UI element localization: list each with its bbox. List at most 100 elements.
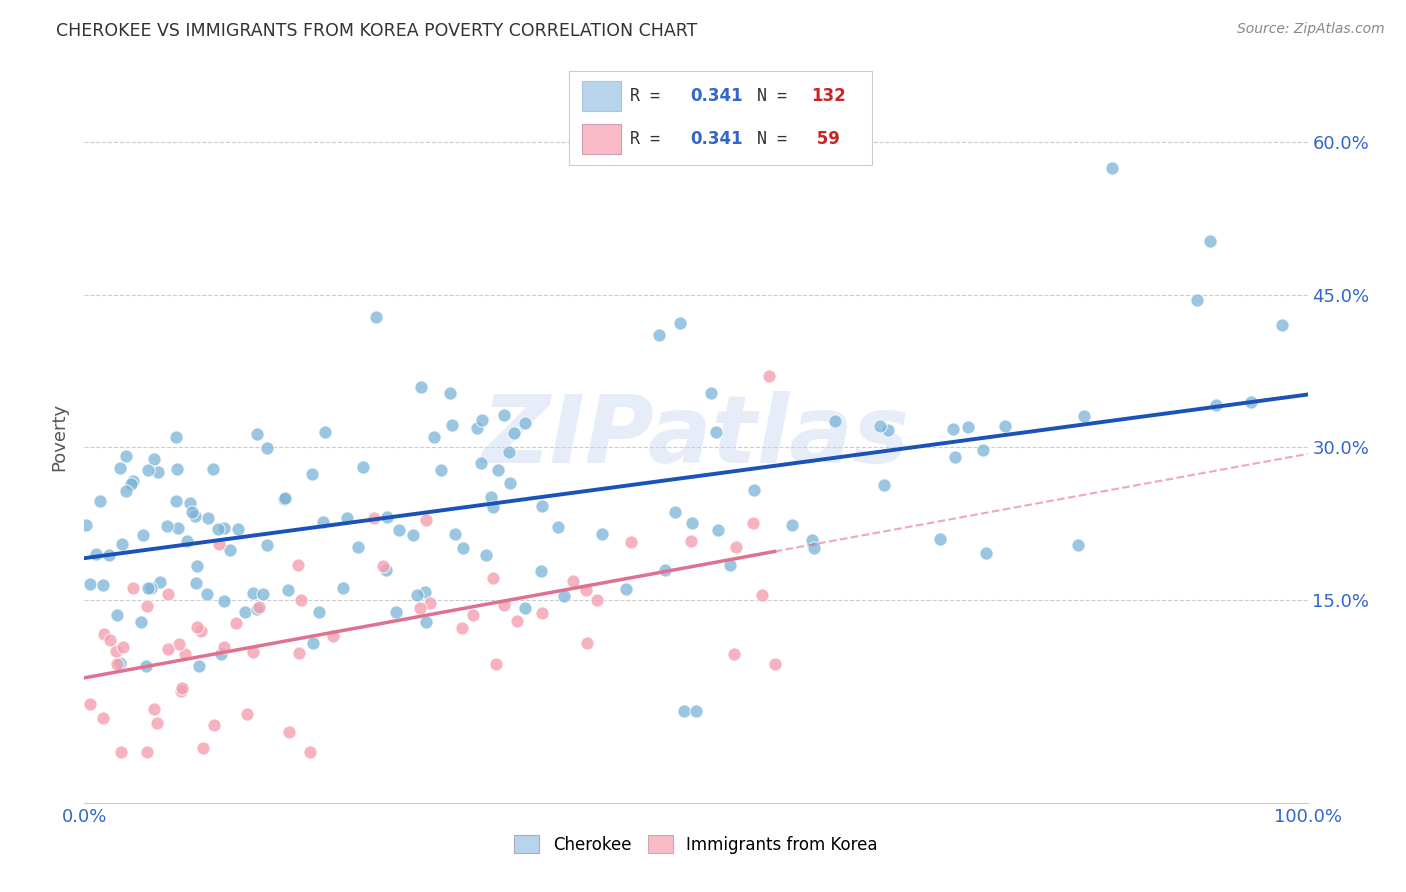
Text: N =: N = xyxy=(756,87,797,104)
Point xyxy=(121,581,143,595)
Point xyxy=(723,647,745,661)
Point xyxy=(956,420,979,434)
Point xyxy=(1240,395,1263,409)
Point xyxy=(620,534,643,549)
Point xyxy=(104,644,127,658)
Point xyxy=(129,615,152,629)
Point xyxy=(929,532,952,546)
Point xyxy=(942,421,965,435)
Point xyxy=(212,521,235,535)
Point xyxy=(1073,409,1095,423)
Point xyxy=(197,511,219,525)
Point xyxy=(202,718,225,732)
Point xyxy=(423,429,446,443)
Point xyxy=(869,419,891,434)
Point xyxy=(972,443,994,458)
Point xyxy=(108,461,131,475)
Point xyxy=(481,500,503,514)
Point xyxy=(741,516,763,530)
Point xyxy=(1187,293,1209,307)
Point xyxy=(115,483,138,498)
Point xyxy=(1271,318,1294,332)
Point xyxy=(742,483,765,497)
Point xyxy=(994,418,1017,433)
Point xyxy=(207,522,229,536)
Point xyxy=(252,587,274,601)
Point xyxy=(145,715,167,730)
Point xyxy=(149,575,172,590)
Point xyxy=(233,605,256,619)
Text: 0.341: 0.341 xyxy=(690,130,742,148)
Point xyxy=(91,711,114,725)
Point xyxy=(411,380,433,394)
Point xyxy=(375,509,398,524)
Point xyxy=(530,499,553,513)
Point xyxy=(1101,161,1123,175)
Point xyxy=(530,564,553,578)
Point xyxy=(79,577,101,591)
Text: R =: R = xyxy=(630,130,669,148)
Point xyxy=(98,633,121,648)
Point xyxy=(314,425,336,439)
Point xyxy=(111,640,134,654)
Point xyxy=(498,445,520,459)
Point xyxy=(751,588,773,602)
Point xyxy=(974,546,997,560)
Point xyxy=(704,425,727,439)
Point xyxy=(575,636,598,650)
Point xyxy=(801,533,824,547)
Point xyxy=(943,450,966,464)
Point xyxy=(110,656,132,670)
Point xyxy=(664,504,686,518)
Point xyxy=(492,408,515,422)
Point xyxy=(470,456,492,470)
Point xyxy=(506,614,529,628)
Point xyxy=(724,540,747,554)
Point xyxy=(190,624,212,638)
Text: Source: ZipAtlas.com: Source: ZipAtlas.com xyxy=(1237,22,1385,37)
Point xyxy=(180,505,202,519)
Point xyxy=(249,599,271,614)
Point xyxy=(86,547,108,561)
Point xyxy=(141,581,163,595)
Point xyxy=(246,427,269,442)
Point xyxy=(287,558,309,573)
Point xyxy=(419,596,441,610)
Point xyxy=(165,493,187,508)
Point xyxy=(451,541,474,555)
Point xyxy=(136,463,159,477)
Point xyxy=(79,698,101,712)
Point xyxy=(298,745,321,759)
Point xyxy=(136,582,159,596)
Point xyxy=(142,451,165,466)
Point xyxy=(91,578,114,592)
Point xyxy=(681,534,703,549)
Point xyxy=(195,587,218,601)
Point xyxy=(93,627,115,641)
Point xyxy=(107,657,129,671)
Point xyxy=(148,465,170,479)
Point xyxy=(136,745,159,759)
Point xyxy=(209,648,232,662)
Point xyxy=(301,467,323,482)
Point xyxy=(135,659,157,673)
Point xyxy=(654,563,676,577)
Point xyxy=(105,607,128,622)
Point xyxy=(494,598,516,612)
Point xyxy=(363,511,385,525)
Point xyxy=(202,462,225,476)
Point xyxy=(184,509,207,524)
Point xyxy=(1067,539,1090,553)
Text: N =: N = xyxy=(756,130,797,148)
Point xyxy=(471,412,494,426)
Point xyxy=(336,510,359,524)
Text: 0.341: 0.341 xyxy=(690,87,742,104)
Point xyxy=(547,520,569,534)
Point xyxy=(1198,234,1220,248)
Point xyxy=(648,328,671,343)
Point xyxy=(156,518,179,533)
Point xyxy=(591,527,613,541)
Point xyxy=(465,420,488,434)
Point xyxy=(89,493,111,508)
Point xyxy=(479,491,502,505)
